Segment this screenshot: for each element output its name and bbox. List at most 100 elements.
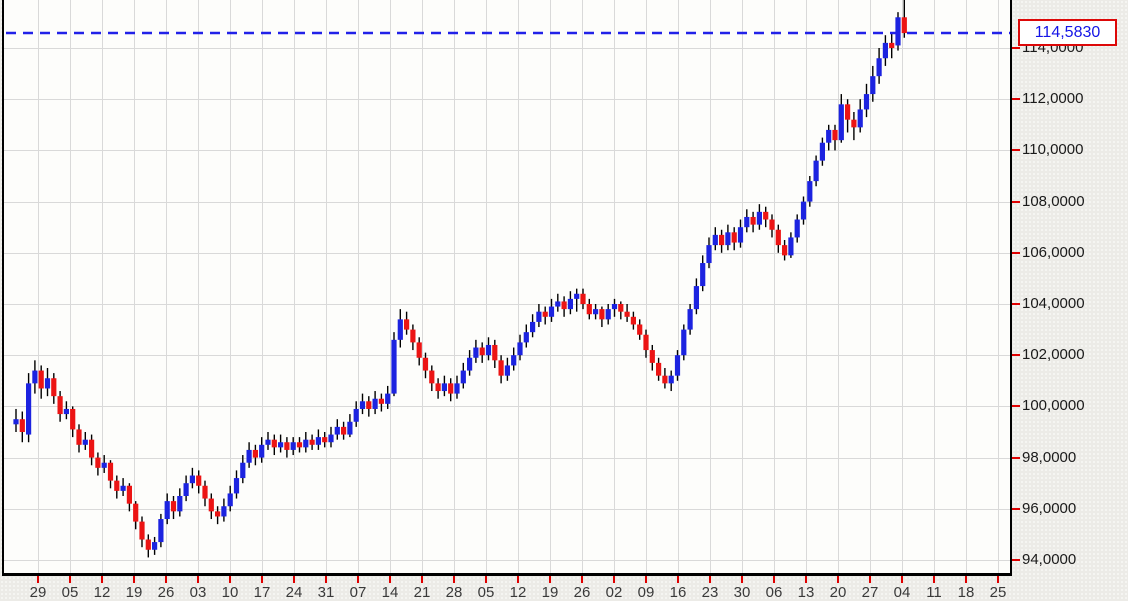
candle-body-up [744, 216, 750, 228]
time-axis-tick [69, 576, 71, 583]
time-axis-label: 30 [733, 584, 751, 601]
time-axis-tick [229, 576, 231, 583]
candle-body-up [353, 408, 359, 422]
time-axis-label: 20 [829, 584, 847, 601]
time-axis-label: 27 [861, 584, 879, 601]
time-axis-tick [581, 576, 583, 583]
time-axis-tick [37, 576, 39, 583]
candle-body-up [467, 357, 473, 371]
candle-body-up [567, 298, 573, 310]
candle-body-up [391, 339, 397, 394]
time-axis-tick [101, 576, 103, 583]
candle-body-up [359, 401, 366, 409]
time-axis-tick [613, 576, 615, 583]
candle-body-up [794, 219, 800, 238]
price-axis-label: 98,0000 [1022, 449, 1077, 466]
candle-body-down [492, 344, 498, 361]
price-axis-tick [1012, 559, 1020, 561]
candle-body-down [832, 129, 838, 141]
price-axis-tick [1012, 508, 1020, 510]
candle-body-down [296, 442, 303, 448]
candle-body-up [328, 434, 334, 443]
time-axis-label: 29 [29, 584, 47, 601]
candle-body-up [523, 332, 529, 343]
candle-body-up [177, 496, 183, 512]
candle-body-up [454, 383, 460, 394]
candle-body-up [164, 501, 170, 520]
candle-body-up [687, 309, 693, 330]
candle-body-down [410, 329, 416, 343]
price-axis-label: 112,0000 [1022, 90, 1084, 107]
candle-body-up [265, 439, 271, 445]
candle-body-up [611, 304, 618, 310]
candle-body-up [334, 426, 340, 435]
time-axis-label: 03 [189, 584, 207, 601]
time-axis-tick [261, 576, 263, 583]
candle-body-up [485, 344, 492, 356]
time-axis-tick [421, 576, 423, 583]
time-axis-label: 25 [989, 584, 1007, 601]
chart-plot-area[interactable] [4, 0, 1010, 576]
time-axis-tick [709, 576, 711, 583]
candle-body-down [656, 362, 662, 376]
candle-body-up [504, 365, 510, 376]
candle-body-up [315, 437, 321, 445]
candle-body-up [385, 393, 391, 404]
candle-body-down [429, 370, 435, 384]
candle-body-down [252, 449, 258, 458]
price-axis-label: 102,0000 [1022, 346, 1085, 363]
time-axis-tick [805, 576, 807, 583]
time-axis-tick [517, 576, 519, 583]
price-axis-label: 106,0000 [1022, 244, 1085, 261]
time-axis-label: 17 [253, 584, 271, 601]
time-axis-tick [453, 576, 455, 583]
candle-body-down [851, 119, 857, 128]
time-axis-tick [357, 576, 359, 583]
candlestick-plot[interactable] [4, 0, 1010, 573]
price-axis-label: 108,0000 [1022, 193, 1085, 210]
candle-body-down [114, 480, 120, 491]
candle-body-up [82, 439, 88, 445]
candle-body-up [668, 375, 674, 384]
time-axis-tick [997, 576, 999, 583]
candle-body-up [870, 76, 876, 95]
candle-body-down [38, 370, 44, 389]
candle-body-up [511, 355, 517, 366]
candle-body-up [63, 408, 69, 415]
candle-body-up [555, 301, 561, 307]
candle-body-down [637, 324, 643, 335]
time-axis-tick [965, 576, 967, 583]
candle-body-up [347, 421, 353, 435]
candle-body-down [845, 104, 851, 120]
candle-body-up [158, 519, 164, 543]
time-axis-tick [741, 576, 743, 583]
candle-body-up [674, 355, 681, 376]
candle-body-down [763, 211, 769, 220]
candle-body-up [189, 475, 195, 484]
candle-body-up [574, 293, 580, 299]
candle-body-down [662, 375, 668, 384]
candle-body-up [259, 444, 265, 458]
candle-body-down [378, 398, 384, 404]
time-axis-tick [549, 576, 551, 583]
price-axis-label: 96,0000 [1022, 500, 1077, 517]
price-axis-tick [1012, 354, 1020, 356]
price-axis-label: 104,0000 [1022, 295, 1085, 312]
candle-body-up [706, 245, 712, 264]
candle-body-up [857, 109, 863, 128]
price-axis-tick [1012, 98, 1020, 100]
candle-body-down [719, 234, 725, 246]
candle-body-up [441, 383, 447, 392]
candle-body-up [32, 370, 38, 384]
candle-body-down [479, 347, 485, 356]
candle-body-down [341, 426, 347, 435]
candle-body-down [731, 232, 737, 243]
time-axis-label: 12 [509, 584, 527, 601]
candle-body-up [882, 42, 888, 59]
time-axis-tick [197, 576, 199, 583]
candle-body-up [221, 506, 227, 517]
candle-body-down [586, 304, 592, 315]
candle-body-up [460, 370, 466, 384]
price-axis-tick [1012, 303, 1020, 305]
time-axis-tick [485, 576, 487, 583]
